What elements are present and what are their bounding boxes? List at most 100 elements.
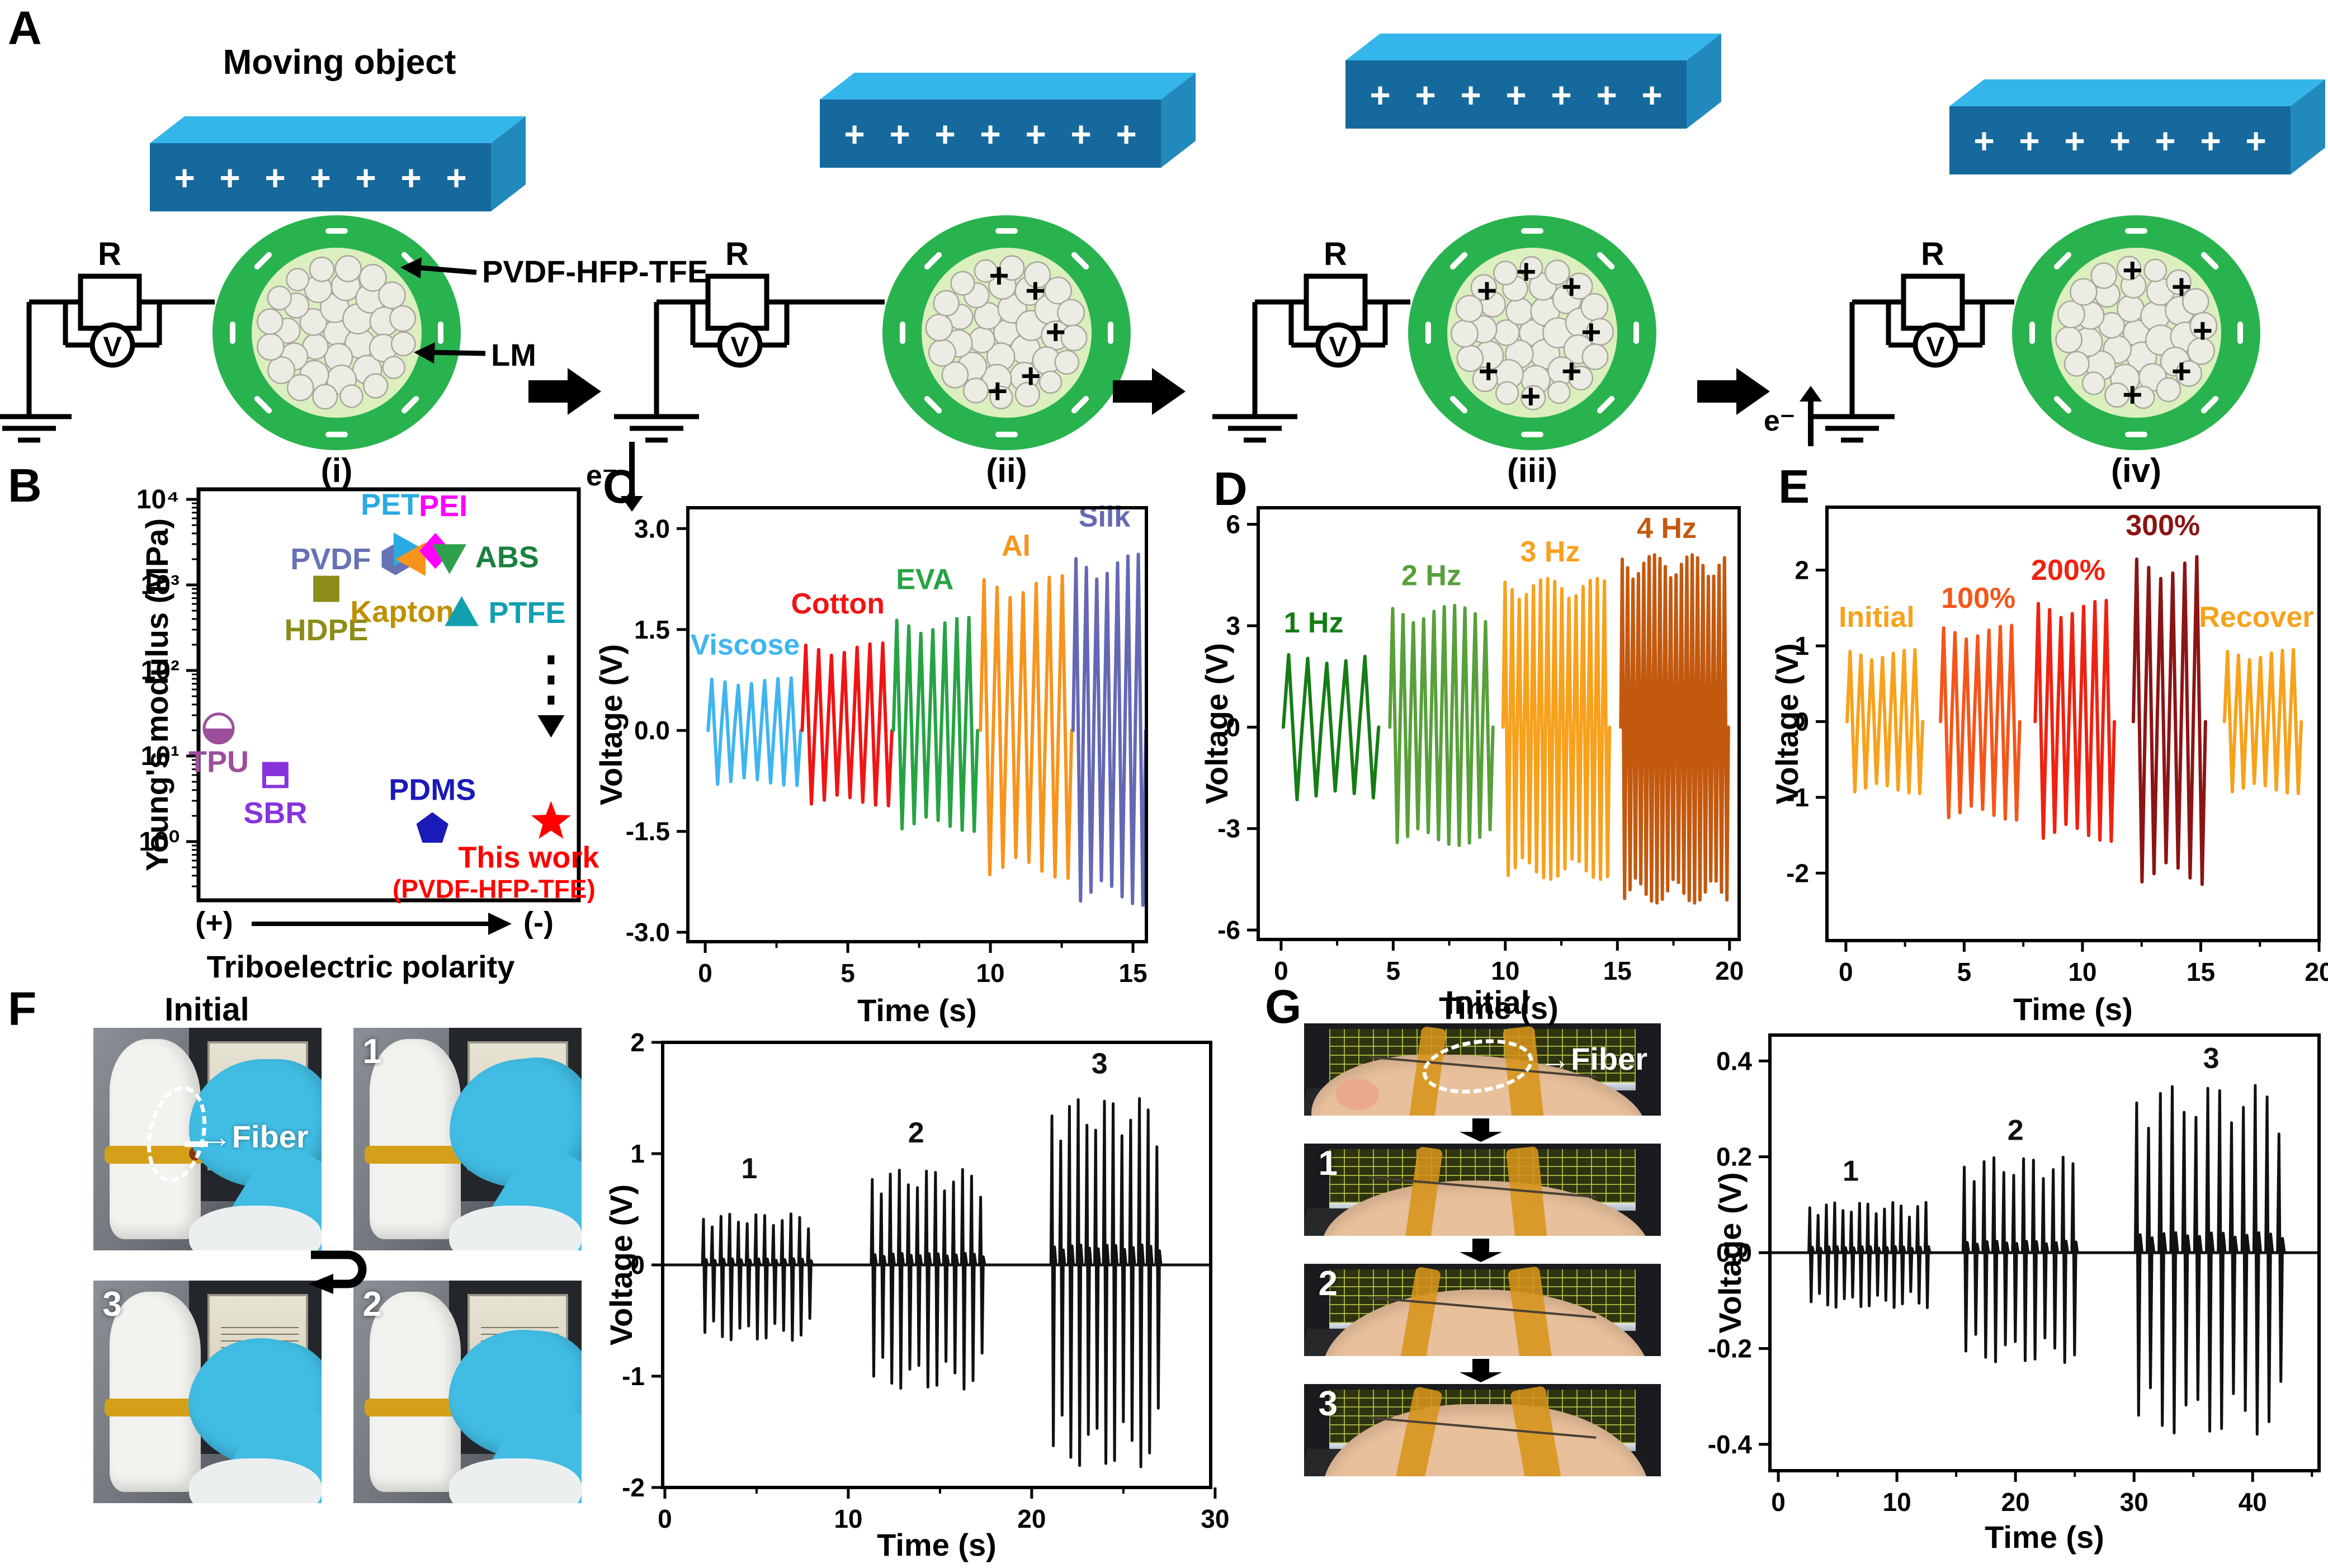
lm-droplet — [267, 356, 296, 384]
shell-minus-charge — [325, 228, 348, 234]
bar-plus-charge: + — [889, 114, 910, 154]
shell-minus-charge — [924, 252, 942, 270]
core-plus-charge: + — [1025, 272, 1045, 310]
x-tick-label: 0 — [1274, 956, 1288, 985]
shell-annotation: PVDF-HFP-TFE — [482, 254, 708, 289]
bar-plus-charge: + — [446, 158, 466, 198]
resistor-label: R — [1324, 236, 1347, 272]
y-tick-label: 2 — [630, 1028, 645, 1057]
photo-step-number: 1 — [1318, 1144, 1338, 1183]
marker-star — [531, 801, 571, 839]
lm-droplet — [1060, 324, 1088, 352]
lm-droplet — [389, 305, 416, 332]
lm-droplet — [382, 356, 406, 379]
lm-droplet — [267, 285, 292, 310]
material-label-TPU: TPU — [188, 745, 249, 779]
panel-f-title: Initial — [164, 991, 249, 1028]
photo-step-number: 3 — [102, 1284, 122, 1324]
fiber-annotation: →Fiber — [1540, 1041, 1647, 1077]
waveform-Recover — [2222, 648, 2303, 796]
bar-plus-charge: + — [2064, 121, 2085, 161]
lm-droplet — [1547, 380, 1571, 404]
bar-plus-charge: + — [844, 114, 865, 154]
photo-g-step3: 3 — [1304, 1384, 1661, 1476]
x-axis-title: Time (s) — [857, 993, 977, 1028]
moving-object-side — [1687, 34, 1721, 129]
x-tick-label: 15 — [1603, 956, 1632, 985]
lm-droplet — [2055, 325, 2083, 353]
shell-minus-charge — [2200, 396, 2219, 414]
material-label-Kapton: Kapton — [350, 595, 454, 629]
moving-object-top — [820, 73, 1196, 100]
lm-droplet — [2143, 258, 2168, 282]
mannequin-hand — [369, 1291, 461, 1493]
segment-label: 4 Hz — [1637, 512, 1697, 545]
y-tick-label: 10⁰ — [139, 827, 180, 857]
x-tick-label: 10 — [976, 958, 1004, 988]
segment-label: 1 — [1843, 1155, 1859, 1188]
x-tick-label: 15 — [1118, 958, 1147, 988]
y-tick-label: 0.0 — [634, 716, 670, 745]
bar-plus-charge: + — [174, 158, 195, 198]
y-tick-label: -3 — [1217, 814, 1240, 843]
core-plus-charge: + — [1561, 352, 1581, 391]
bar-plus-charge: + — [1370, 75, 1390, 115]
lm-droplet — [339, 384, 363, 408]
lm-droplet — [1472, 366, 1498, 393]
lm-droplet — [2175, 360, 2203, 387]
core-plus-charge: + — [1520, 377, 1541, 416]
plot-frame — [1825, 506, 2321, 942]
bar-plus-charge: + — [265, 158, 285, 198]
sequence-down-arrow — [1460, 1239, 1502, 1262]
lm-droplet — [286, 268, 310, 292]
lm-droplet — [1544, 259, 1570, 285]
lm-droplet — [363, 373, 389, 399]
shell-minus-charge — [1449, 252, 1468, 270]
waveform-3 — [2132, 1084, 2290, 1436]
marker-triangle-down — [432, 544, 466, 574]
y-axis-title: Young's modulus (MPa) — [139, 518, 174, 871]
bar-plus-charge: + — [1460, 75, 1481, 115]
voltmeter-label: V — [103, 331, 122, 362]
moving-object-side — [2291, 79, 2325, 174]
lm-droplet — [1519, 256, 1543, 280]
lm-droplet — [2187, 337, 2215, 365]
lab-coat-cuff — [189, 1458, 322, 1503]
waveform-1 Hz — [1281, 653, 1381, 801]
stage-label: (ii) — [986, 452, 1027, 489]
voltmeter-label: V — [1926, 331, 1945, 362]
marker-square-half-band — [266, 776, 285, 785]
bar-plus-charge: + — [1596, 75, 1617, 115]
y-axis-title: Voltage (V) — [1712, 1172, 1748, 1333]
lm-droplet — [1451, 319, 1479, 348]
y-axis-title: Voltage (V) — [593, 644, 629, 805]
lab-coat-cuff — [189, 1206, 322, 1250]
bar-plus-charge: + — [1551, 75, 1571, 115]
x-tick-label: 30 — [1201, 1504, 1229, 1533]
lm-droplet — [1054, 350, 1080, 375]
lm-droplet — [933, 290, 960, 317]
electron-label: e⁻ — [1764, 405, 1795, 437]
thumb — [1336, 1079, 1379, 1111]
marker-circle-half-fill — [204, 728, 234, 743]
photo-step-number: 2 — [362, 1284, 382, 1324]
lm-droplet — [1044, 276, 1073, 305]
electron-label: e⁻ — [586, 460, 617, 492]
stage-label: (iv) — [2111, 452, 2161, 489]
core-plus-charge: + — [1046, 313, 1066, 352]
material-label-PVDF: PVDF — [290, 542, 371, 576]
x-tick-label: 20 — [2001, 1487, 2030, 1517]
resistor — [78, 273, 142, 331]
core-plus-charge: + — [1477, 272, 1497, 310]
bar-plus-charge: + — [934, 114, 955, 154]
waveform-3 Hz — [1501, 577, 1612, 881]
x-axis-title: Time (s) — [877, 1527, 997, 1562]
moving-object-front — [820, 100, 1161, 168]
y-tick-label: -1 — [622, 1362, 645, 1391]
mannequin-hand — [109, 1291, 201, 1493]
panel-letter-f: F — [8, 983, 37, 1035]
shell-minus-charge — [2053, 396, 2072, 414]
segment-label: 3 — [2203, 1042, 2220, 1075]
x-axis-title: Time (s) — [2013, 991, 2133, 1027]
shell-minus-charge — [1633, 322, 1639, 344]
